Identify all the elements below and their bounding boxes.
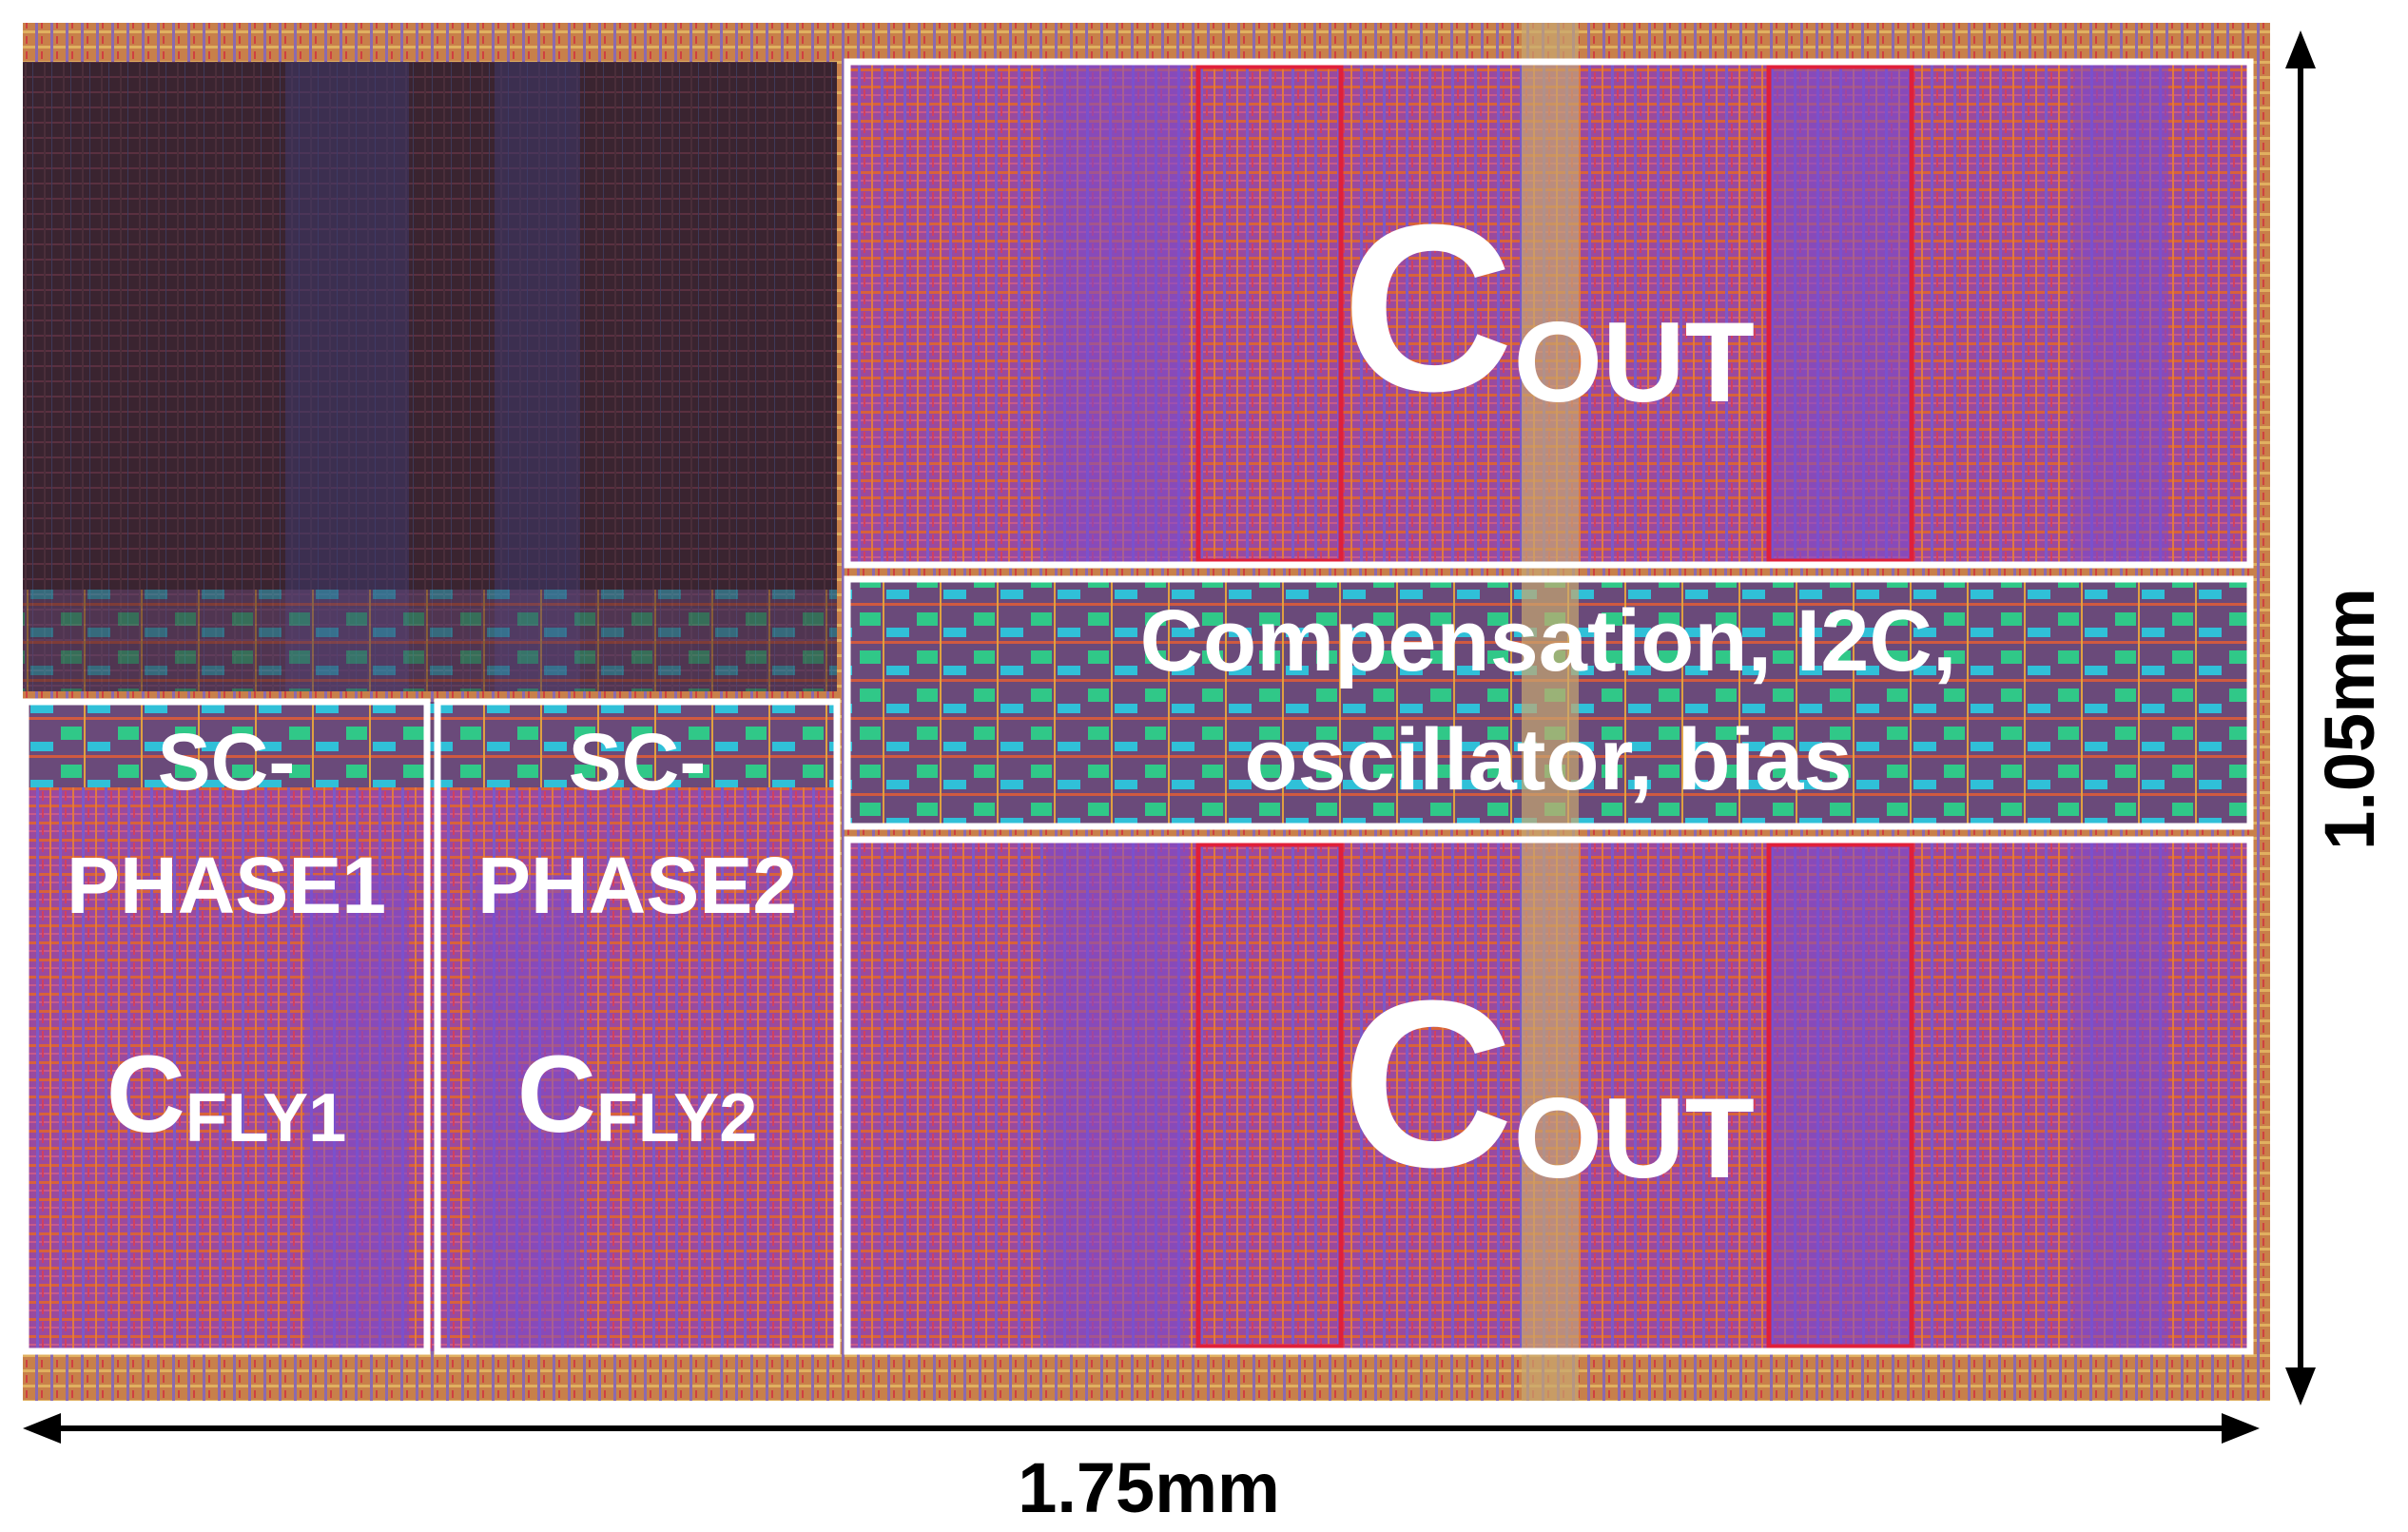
cout-top-box <box>844 58 2254 569</box>
dark-logic <box>23 590 837 691</box>
array-bands <box>304 62 2168 1351</box>
center-spine <box>1522 23 1579 1401</box>
dark-band <box>495 62 580 691</box>
cout-bottom-label: COUT <box>1342 951 1755 1216</box>
control-box <box>844 575 2254 830</box>
cfly1-label: CFLY1 <box>107 1034 346 1156</box>
height-label: 1.05mm <box>2310 588 2389 850</box>
height-arrow <box>2285 30 2316 1406</box>
cfly-array <box>26 702 837 1351</box>
phase1-box <box>22 698 431 1355</box>
dark-band <box>285 62 409 691</box>
control-label-line2: oscillator, bias <box>1244 711 1852 808</box>
cout-top-label: COUT <box>1342 175 1755 440</box>
cout-bottom-box <box>844 836 2254 1355</box>
width-arrow <box>23 1413 2260 1444</box>
phase2-box <box>434 698 841 1355</box>
control-label-line1: Compensation, I2C, <box>1140 592 1957 689</box>
phase1-title: PHASE1 <box>67 841 386 930</box>
array-red-frames <box>1195 64 1914 1349</box>
width-label: 1.75mm <box>1018 1448 1280 1527</box>
phase2-title: SC- <box>569 717 707 806</box>
dark-block <box>23 62 837 691</box>
phase2-title: PHASE2 <box>477 841 797 930</box>
phase1-title: SC- <box>158 717 296 806</box>
cfly2-label: CFLY2 <box>517 1034 757 1156</box>
sc-switches <box>26 702 837 787</box>
